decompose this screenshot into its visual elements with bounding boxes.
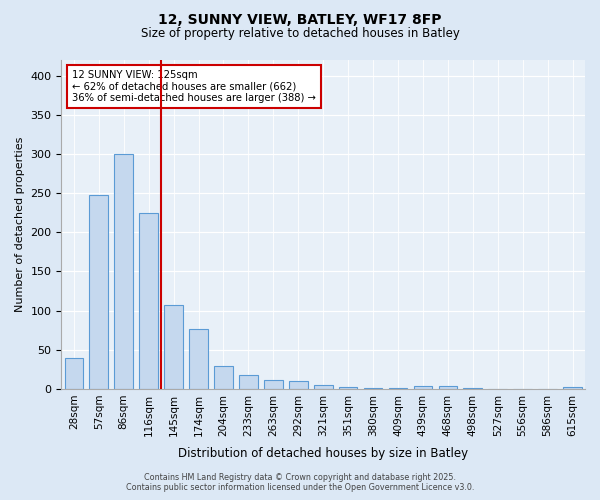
Text: 12, SUNNY VIEW, BATLEY, WF17 8FP: 12, SUNNY VIEW, BATLEY, WF17 8FP	[158, 12, 442, 26]
Bar	[89, 194, 108, 389]
Bar	[439, 386, 457, 389]
Bar	[264, 380, 283, 389]
Bar	[139, 212, 158, 389]
Bar	[164, 305, 183, 389]
Bar	[289, 381, 308, 389]
Bar	[339, 386, 358, 389]
Bar	[239, 375, 258, 389]
Text: 12 SUNNY VIEW: 125sqm
← 62% of detached houses are smaller (662)
36% of semi-det: 12 SUNNY VIEW: 125sqm ← 62% of detached …	[72, 70, 316, 103]
Bar	[115, 154, 133, 389]
Text: Contains HM Land Registry data © Crown copyright and database right 2025.
Contai: Contains HM Land Registry data © Crown c…	[126, 473, 474, 492]
Bar	[563, 388, 582, 389]
Bar	[389, 388, 407, 389]
Bar	[413, 386, 432, 389]
Bar	[314, 385, 332, 389]
X-axis label: Distribution of detached houses by size in Batley: Distribution of detached houses by size …	[178, 447, 468, 460]
Bar	[189, 328, 208, 389]
Bar	[463, 388, 482, 389]
Bar	[364, 388, 382, 389]
Y-axis label: Number of detached properties: Number of detached properties	[15, 137, 25, 312]
Bar	[65, 358, 83, 389]
Text: Size of property relative to detached houses in Batley: Size of property relative to detached ho…	[140, 28, 460, 40]
Bar	[214, 366, 233, 389]
